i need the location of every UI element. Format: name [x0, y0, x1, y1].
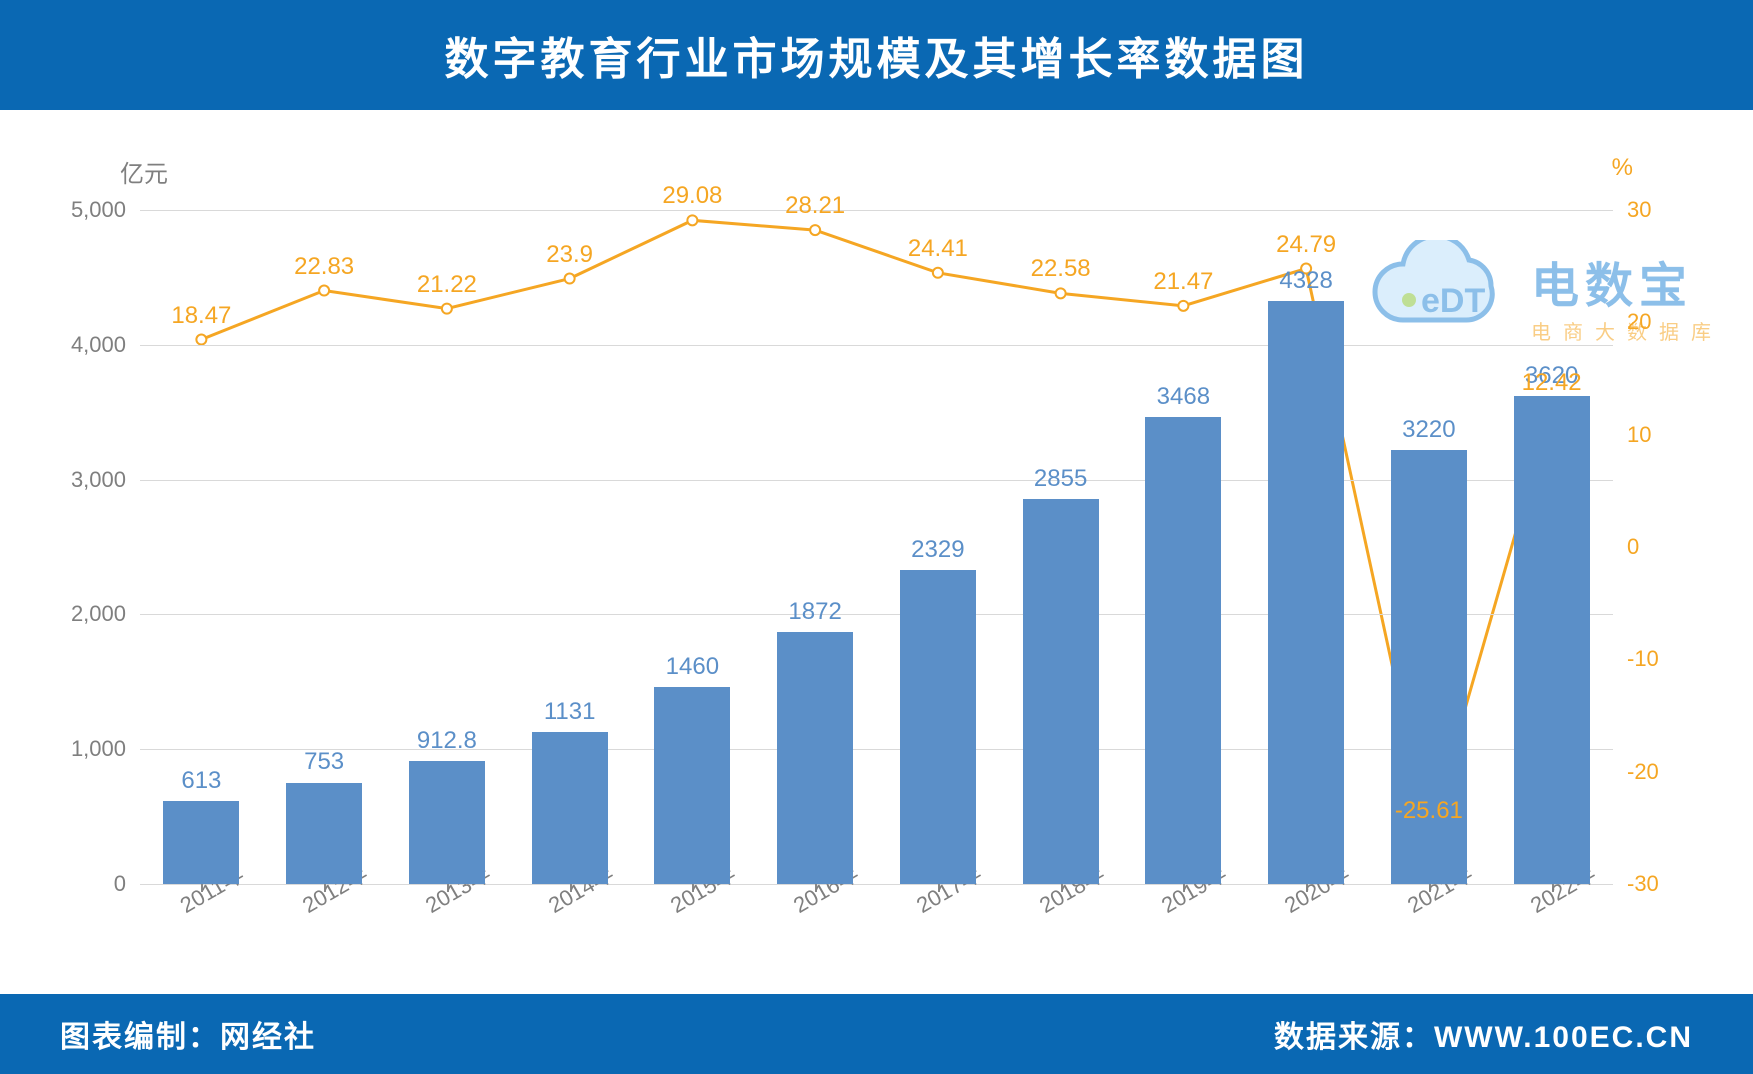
watermark-logo: eDT 电数宝 电商大数据库: [1363, 240, 1723, 350]
chart-wrap: 亿元 % 0 1,000 2,000 3,000 4,000 5,000 -30 -20 -10…: [0, 110, 1753, 994]
footer-left: 图表编制：网经社: [60, 1012, 316, 1056]
bar-value-label: 3468: [1157, 383, 1210, 411]
chart-frame: 数字教育行业市场规模及其增长率数据图 亿元 % 0 1,000 2,000 3,000…: [0, 0, 1753, 1074]
line-marker: [1056, 288, 1066, 298]
line-value-label: 12.42: [1522, 369, 1582, 397]
line-marker: [933, 268, 943, 278]
line-value-label: 29.08: [662, 182, 722, 210]
growth-line: [201, 220, 1551, 834]
y-axis-left-label: 亿元: [120, 154, 168, 189]
line-value-label: 22.83: [294, 253, 354, 281]
line-marker: [442, 304, 452, 314]
bar: [163, 801, 239, 884]
title-band: 数字教育行业市场规模及其增长率数据图: [0, 0, 1753, 110]
y-right-tick: 0: [1613, 534, 1639, 560]
y-right-tick: 10: [1613, 422, 1651, 448]
bar-value-label: 753: [304, 748, 344, 776]
line-marker: [687, 215, 697, 225]
footer-band: 图表编制：网经社 数据来源：WWW.100EC.CN: [0, 994, 1753, 1074]
bar: [286, 783, 362, 885]
bar: [777, 632, 853, 884]
y-left-tick: 4,000: [71, 332, 140, 358]
y-right-tick: -20: [1613, 759, 1659, 785]
y-left-tick: 3,000: [71, 467, 140, 493]
line-marker: [319, 286, 329, 296]
watermark-small: 电商大数据库: [1531, 316, 1723, 345]
bar: [900, 570, 976, 884]
cloud-icon: eDT: [1363, 240, 1513, 350]
line-value-label: 18.47: [171, 302, 231, 330]
y-left-tick: 0: [114, 871, 140, 897]
watermark-big: 电数宝: [1531, 246, 1693, 316]
bar: [409, 761, 485, 884]
bar: [1023, 499, 1099, 884]
y-left-tick: 1,000: [71, 736, 140, 762]
line-value-label: -25.61: [1395, 797, 1463, 825]
bar-value-label: 1131: [544, 698, 596, 726]
bar: [1145, 417, 1221, 884]
bar-value-label: 2329: [911, 536, 964, 564]
y-axis-right-label: %: [1612, 154, 1633, 182]
chart-title: 数字教育行业市场规模及其增长率数据图: [445, 23, 1309, 87]
bar: [1268, 301, 1344, 884]
watermark-edt: eDT: [1421, 282, 1485, 320]
bar-value-label: 613: [181, 767, 221, 795]
line-marker: [1178, 301, 1188, 311]
line-value-label: 21.22: [417, 271, 477, 299]
y-right-tick: -30: [1613, 871, 1659, 897]
bar-value-label: 912.8: [417, 727, 477, 755]
bar: [654, 687, 730, 884]
footer-right: 数据来源：WWW.100EC.CN: [1274, 1012, 1693, 1056]
line-value-label: 24.79: [1276, 231, 1336, 259]
line-marker: [810, 225, 820, 235]
bar-value-label: 4328: [1279, 267, 1332, 295]
line-marker: [196, 335, 206, 345]
line-value-label: 24.41: [908, 235, 968, 263]
y-left-tick: 5,000: [71, 197, 140, 223]
line-value-label: 23.9: [546, 241, 593, 269]
y-right-tick: -10: [1613, 646, 1659, 672]
bar: [1514, 396, 1590, 884]
y-right-tick: 30: [1613, 197, 1651, 223]
grid-line: [140, 210, 1613, 211]
line-marker: [565, 274, 575, 284]
y-left-tick: 2,000: [71, 601, 140, 627]
bar-value-label: 1872: [788, 598, 841, 626]
line-value-label: 22.58: [1031, 255, 1091, 283]
bar-value-label: 2855: [1034, 465, 1087, 493]
line-value-label: 28.21: [785, 192, 845, 220]
bar-value-label: 3220: [1402, 416, 1455, 444]
bar-value-label: 1460: [666, 653, 719, 681]
bar: [532, 732, 608, 884]
line-value-label: 21.47: [1153, 268, 1213, 296]
